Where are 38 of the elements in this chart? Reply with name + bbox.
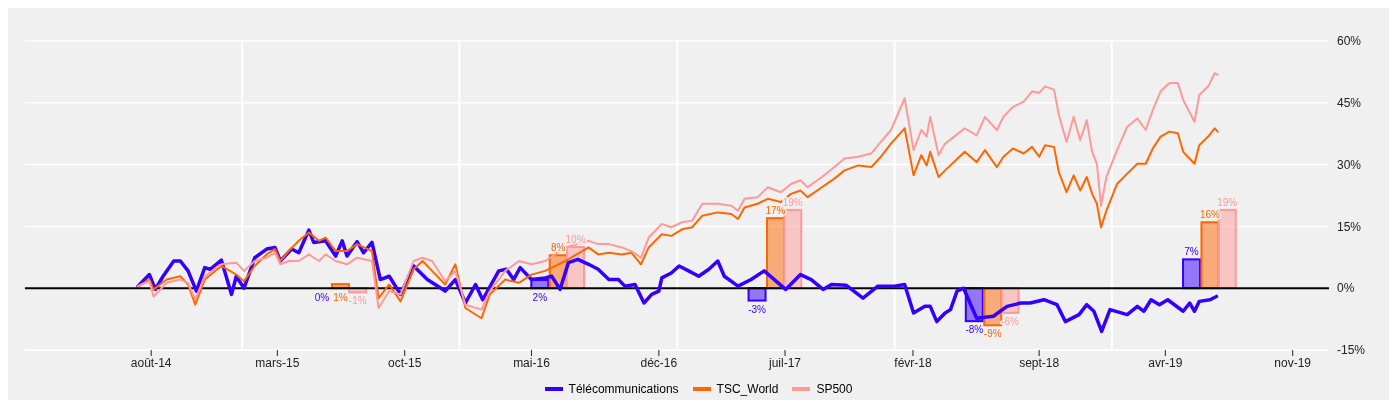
y-tick-label: 45% bbox=[1337, 96, 1362, 111]
data-label: -8% bbox=[965, 324, 984, 336]
data-label: 1% bbox=[333, 292, 348, 304]
x-tick-label: mai-16 bbox=[513, 355, 551, 370]
x-tick-label: sept-18 bbox=[1019, 355, 1060, 370]
bar bbox=[1182, 258, 1202, 290]
x-tick-label: nov-19 bbox=[1274, 355, 1312, 370]
y-tick-label: -15% bbox=[1337, 343, 1366, 358]
data-label: 19% bbox=[1217, 196, 1238, 208]
x-tick-label: déc-16 bbox=[640, 355, 678, 370]
x-tick-label: août-14 bbox=[130, 355, 172, 370]
y-tick-label: 60% bbox=[1337, 34, 1362, 49]
line-series bbox=[137, 72, 1219, 311]
data-label: 10% bbox=[565, 234, 586, 245]
x-tick-label: févr-18 bbox=[894, 355, 932, 370]
data-label: -1% bbox=[348, 295, 367, 307]
bar bbox=[1200, 221, 1220, 290]
bar bbox=[783, 208, 803, 290]
data-label: 7% bbox=[1184, 246, 1199, 258]
legend-label: SP500 bbox=[816, 382, 853, 396]
y-tick-label: 0% bbox=[1337, 281, 1355, 296]
data-label: -9% bbox=[983, 328, 1002, 340]
legend-label: TSC_World bbox=[716, 382, 779, 396]
data-label: 17% bbox=[765, 205, 786, 217]
y-tick-label: 30% bbox=[1337, 157, 1362, 172]
x-tick-label: avr-19 bbox=[1148, 355, 1183, 370]
data-label: 19% bbox=[782, 196, 803, 208]
data-label: 2% bbox=[532, 292, 548, 304]
legend-label: Télécommunications bbox=[568, 382, 679, 396]
y-tick-label: 15% bbox=[1337, 219, 1362, 234]
x-tick-label: oct-15 bbox=[388, 355, 422, 370]
data-label: 0% bbox=[314, 292, 330, 304]
data-label: 8% bbox=[551, 242, 566, 254]
bar bbox=[747, 287, 767, 302]
x-tick-label: mars-15 bbox=[255, 355, 300, 370]
data-label: 16% bbox=[1199, 209, 1221, 221]
data-label: -3% bbox=[748, 303, 767, 315]
x-tick-label: juil-17 bbox=[768, 355, 802, 370]
